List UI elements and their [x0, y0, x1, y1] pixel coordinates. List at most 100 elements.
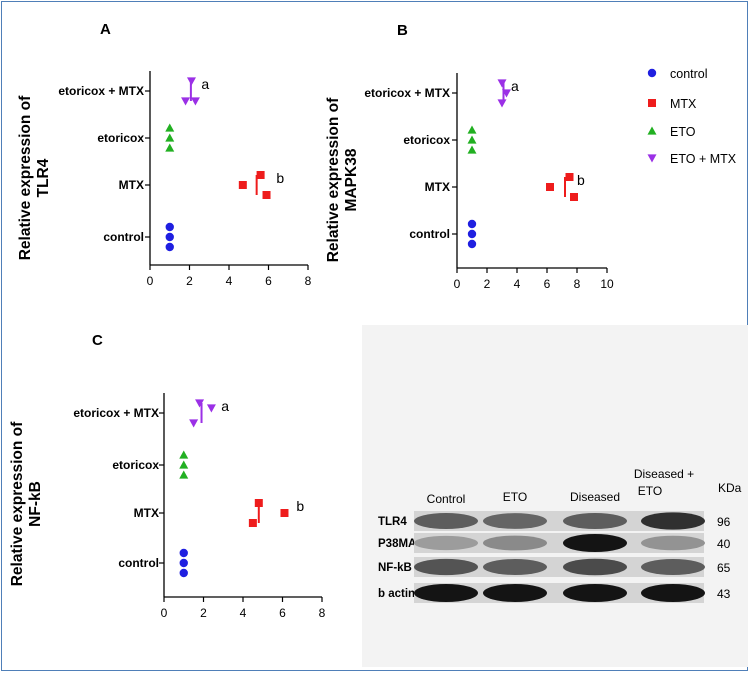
x-tick-label: 8 — [305, 274, 312, 288]
data-point-eto-mtx — [189, 419, 199, 428]
data-point-control — [179, 548, 188, 558]
legend-marker — [648, 99, 656, 107]
x-tick-label: 4 — [226, 274, 233, 288]
data-point-mtx — [254, 499, 263, 507]
chart-panel-C: C Relative expression ofNF-kB 0 2 4 6 8 control… — [9, 332, 326, 620]
y-axis-title-line: Relative expression of — [17, 95, 34, 260]
data-point-eto-mtx — [502, 89, 511, 98]
annotation-letter: b — [276, 170, 284, 186]
blot-band — [414, 558, 478, 576]
x-tick-label: 10 — [600, 277, 614, 291]
blot-band — [641, 559, 705, 575]
blot-band — [483, 513, 547, 529]
data-point-control — [179, 568, 188, 578]
legend-label: ETO + MTX — [670, 152, 737, 166]
blot-membrane-strip — [414, 557, 704, 577]
y-tick-label: MTX — [119, 178, 144, 192]
data-point-mtx — [570, 193, 578, 201]
data-point-eto-mtx — [497, 99, 507, 108]
y-tick-label: MTX — [425, 180, 450, 194]
x-tick-label: 6 — [279, 606, 286, 620]
y-axis-title-line: TLR4 — [35, 158, 52, 197]
data-point-eto-mtx — [181, 97, 191, 106]
data-point-mtx — [565, 173, 574, 181]
data-point-eto — [165, 143, 175, 152]
blot-kda-value: 40 — [717, 537, 731, 551]
annotation-letter: b — [296, 498, 304, 514]
data-point-eto — [179, 450, 189, 459]
legend: control MTX ETO ETO + MTX — [647, 67, 737, 166]
data-point-control — [467, 239, 477, 249]
y-tick-label: etoricox — [97, 131, 144, 145]
data-point-eto — [165, 123, 175, 132]
data-point-eto — [467, 135, 477, 144]
blot-column-header: ETO — [503, 490, 527, 504]
data-point-control — [467, 229, 477, 239]
data-point-eto — [179, 470, 189, 479]
blot-membrane-strip — [414, 583, 704, 603]
data-point-eto — [467, 145, 477, 154]
x-tick-label: 6 — [265, 274, 272, 288]
legend-label: ETO — [670, 125, 696, 139]
legend-marker — [647, 154, 657, 163]
x-tick-label: 4 — [514, 277, 521, 291]
data-point-eto-mtx — [186, 77, 196, 86]
y-tick-label: etoricox — [403, 133, 450, 147]
legend-label: MTX — [670, 97, 697, 111]
blot-kda-value: 43 — [717, 587, 731, 601]
y-axis-title-line: Relative expression of — [325, 97, 342, 262]
blot-band — [414, 584, 478, 602]
blot-membrane-strip — [414, 511, 704, 531]
annotation-letter: b — [577, 172, 585, 188]
data-point-eto — [179, 460, 189, 469]
blot-band — [641, 512, 705, 530]
legend-marker — [647, 68, 657, 78]
y-tick-label: etoricox + MTX — [58, 84, 144, 98]
y-tick-label: etoricox + MTX — [73, 406, 159, 420]
data-point-control — [165, 232, 174, 242]
data-point-eto — [165, 133, 175, 142]
blot-background — [362, 325, 748, 667]
panel-label: C — [92, 332, 103, 349]
blot-row-label: TLR4 — [378, 516, 407, 528]
y-tick-label: etoricox + MTX — [364, 86, 450, 100]
x-tick-label: 4 — [240, 606, 247, 620]
data-point-eto-mtx — [190, 97, 200, 106]
chart-panel-A: A Relative expression ofTLR4 0 2 4 6 8 control M… — [17, 21, 312, 288]
blot-column-header-line: ETO — [638, 484, 662, 498]
data-point-control — [179, 558, 188, 568]
y-axis-title: Relative expression ofMAPK38 — [325, 97, 360, 262]
blot-band — [483, 584, 547, 602]
data-point-control — [165, 242, 174, 252]
x-tick-label: 2 — [200, 606, 207, 620]
data-point-control — [165, 222, 174, 232]
y-axis-title: Relative expression ofNF-kB — [9, 421, 44, 586]
blot-band — [483, 535, 547, 551]
blot-band — [641, 584, 705, 602]
blot-band — [483, 559, 547, 575]
blot-band — [414, 513, 478, 529]
x-tick-label: 6 — [544, 277, 551, 291]
blot-row-label: NF-kB — [378, 562, 412, 574]
blot-membrane-strip — [414, 533, 704, 553]
data-point-mtx — [546, 183, 554, 191]
x-tick-label: 2 — [186, 274, 193, 288]
y-tick-label: control — [409, 227, 450, 241]
blot-column-header: Diseased + ETO — [634, 467, 694, 498]
annotation-letter: a — [221, 398, 229, 414]
chart-panel-B: B Relative expression ofMAPK38 0 2 4 6 8 10 cont… — [325, 22, 614, 291]
x-tick-label: 0 — [454, 277, 461, 291]
blot-kda-header: KDa — [718, 481, 742, 495]
blot-row-label: b actin — [378, 588, 415, 600]
x-tick-label: 0 — [161, 606, 168, 620]
data-point-control — [467, 219, 477, 229]
data-point-mtx — [280, 509, 289, 517]
panel-label: A — [100, 21, 111, 38]
blot-column-header: Diseased — [570, 490, 620, 504]
x-tick-label: 2 — [484, 277, 491, 291]
x-tick-label: 0 — [147, 274, 154, 288]
y-tick-label: MTX — [134, 506, 159, 520]
x-tick-label: 8 — [574, 277, 581, 291]
data-point-eto-mtx — [206, 404, 216, 413]
